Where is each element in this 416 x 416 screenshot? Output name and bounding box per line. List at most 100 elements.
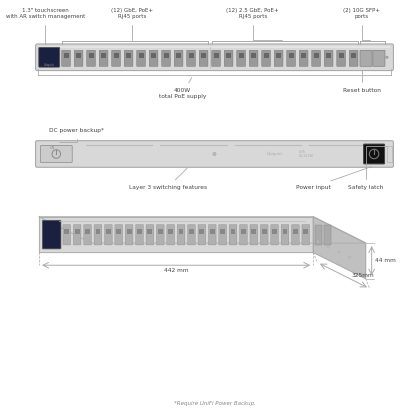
Bar (276, 53, 281, 57)
FancyBboxPatch shape (302, 225, 310, 245)
Text: (12) GbE, PoE+
RJ45 ports: (12) GbE, PoE+ RJ45 ports (111, 8, 153, 40)
FancyBboxPatch shape (199, 50, 208, 66)
Bar (201, 53, 206, 57)
FancyBboxPatch shape (240, 225, 247, 245)
FancyBboxPatch shape (373, 50, 385, 66)
Text: Power input: Power input (296, 166, 371, 190)
FancyBboxPatch shape (208, 225, 216, 245)
Polygon shape (313, 217, 366, 279)
Bar (210, 229, 215, 234)
Bar (264, 53, 269, 57)
Bar (96, 229, 100, 234)
Bar (188, 53, 193, 57)
Bar (351, 53, 356, 57)
FancyBboxPatch shape (146, 225, 154, 245)
FancyBboxPatch shape (39, 47, 60, 67)
FancyBboxPatch shape (115, 225, 123, 245)
FancyBboxPatch shape (249, 50, 258, 66)
FancyBboxPatch shape (292, 225, 299, 245)
Bar (339, 53, 344, 57)
Text: *Require UniFi Power Backup.: *Require UniFi Power Backup. (173, 401, 255, 406)
FancyBboxPatch shape (124, 50, 133, 66)
Text: UN: UN (50, 146, 55, 150)
Bar (64, 229, 69, 234)
Text: 442 mm: 442 mm (164, 268, 188, 273)
FancyBboxPatch shape (84, 225, 92, 245)
Polygon shape (39, 217, 366, 243)
FancyBboxPatch shape (42, 220, 61, 249)
Text: Safety latch: Safety latch (348, 146, 386, 190)
Text: Reset button: Reset button (343, 70, 384, 93)
Polygon shape (39, 217, 313, 253)
Circle shape (213, 152, 216, 156)
Bar (85, 229, 90, 234)
FancyBboxPatch shape (349, 50, 358, 66)
Bar (189, 229, 194, 234)
FancyBboxPatch shape (271, 225, 278, 245)
Text: 400W
total PoE supply: 400W total PoE supply (158, 78, 206, 99)
Bar (39, 46, 390, 48)
FancyBboxPatch shape (137, 50, 146, 66)
FancyBboxPatch shape (125, 225, 133, 245)
Bar (241, 229, 246, 234)
Bar (230, 229, 235, 234)
FancyBboxPatch shape (260, 225, 268, 245)
Bar (101, 53, 106, 57)
FancyBboxPatch shape (224, 50, 233, 66)
FancyBboxPatch shape (156, 225, 164, 245)
Bar (314, 53, 319, 57)
FancyBboxPatch shape (219, 225, 226, 245)
FancyBboxPatch shape (167, 225, 174, 245)
Bar (301, 53, 306, 57)
FancyBboxPatch shape (94, 225, 102, 245)
Bar (158, 229, 163, 234)
FancyBboxPatch shape (188, 225, 195, 245)
Bar (272, 229, 277, 234)
FancyBboxPatch shape (281, 225, 289, 245)
Text: 1.3" touchscreen
with AR switch management: 1.3" touchscreen with AR switch manageme… (5, 8, 85, 44)
FancyBboxPatch shape (40, 146, 72, 162)
Bar (315, 225, 322, 245)
FancyBboxPatch shape (74, 50, 83, 66)
FancyBboxPatch shape (250, 225, 258, 245)
Bar (220, 229, 225, 234)
Bar (41, 145, 63, 152)
Bar (199, 229, 204, 234)
Bar (168, 229, 173, 234)
FancyBboxPatch shape (312, 50, 320, 66)
Text: 44 mm: 44 mm (375, 258, 396, 263)
FancyBboxPatch shape (212, 50, 220, 66)
FancyBboxPatch shape (87, 50, 95, 66)
Bar (114, 53, 119, 57)
Bar (282, 229, 287, 234)
Bar (148, 229, 152, 234)
FancyBboxPatch shape (73, 225, 81, 245)
Bar (75, 229, 79, 234)
FancyBboxPatch shape (360, 50, 372, 66)
Text: Layer 3 switching features: Layer 3 switching features (129, 168, 207, 190)
FancyBboxPatch shape (35, 141, 394, 167)
Bar (76, 53, 81, 57)
FancyBboxPatch shape (112, 50, 120, 66)
Bar (163, 53, 168, 57)
Bar (251, 229, 256, 234)
FancyBboxPatch shape (364, 144, 384, 164)
Bar (89, 53, 94, 57)
FancyBboxPatch shape (337, 50, 345, 66)
FancyBboxPatch shape (274, 50, 283, 66)
Bar (387, 146, 392, 162)
Bar (213, 53, 219, 57)
FancyBboxPatch shape (149, 50, 158, 66)
Text: UniFi
US-24-PoE: UniFi US-24-PoE (299, 150, 314, 158)
FancyBboxPatch shape (177, 225, 185, 245)
Bar (151, 53, 156, 57)
FancyBboxPatch shape (237, 50, 245, 66)
Text: DC power backup*: DC power backup* (49, 129, 104, 142)
FancyBboxPatch shape (324, 50, 333, 66)
FancyBboxPatch shape (187, 50, 196, 66)
Bar (126, 53, 131, 57)
Bar (293, 229, 298, 234)
Bar (326, 53, 331, 57)
FancyBboxPatch shape (174, 50, 183, 66)
FancyBboxPatch shape (262, 50, 270, 66)
